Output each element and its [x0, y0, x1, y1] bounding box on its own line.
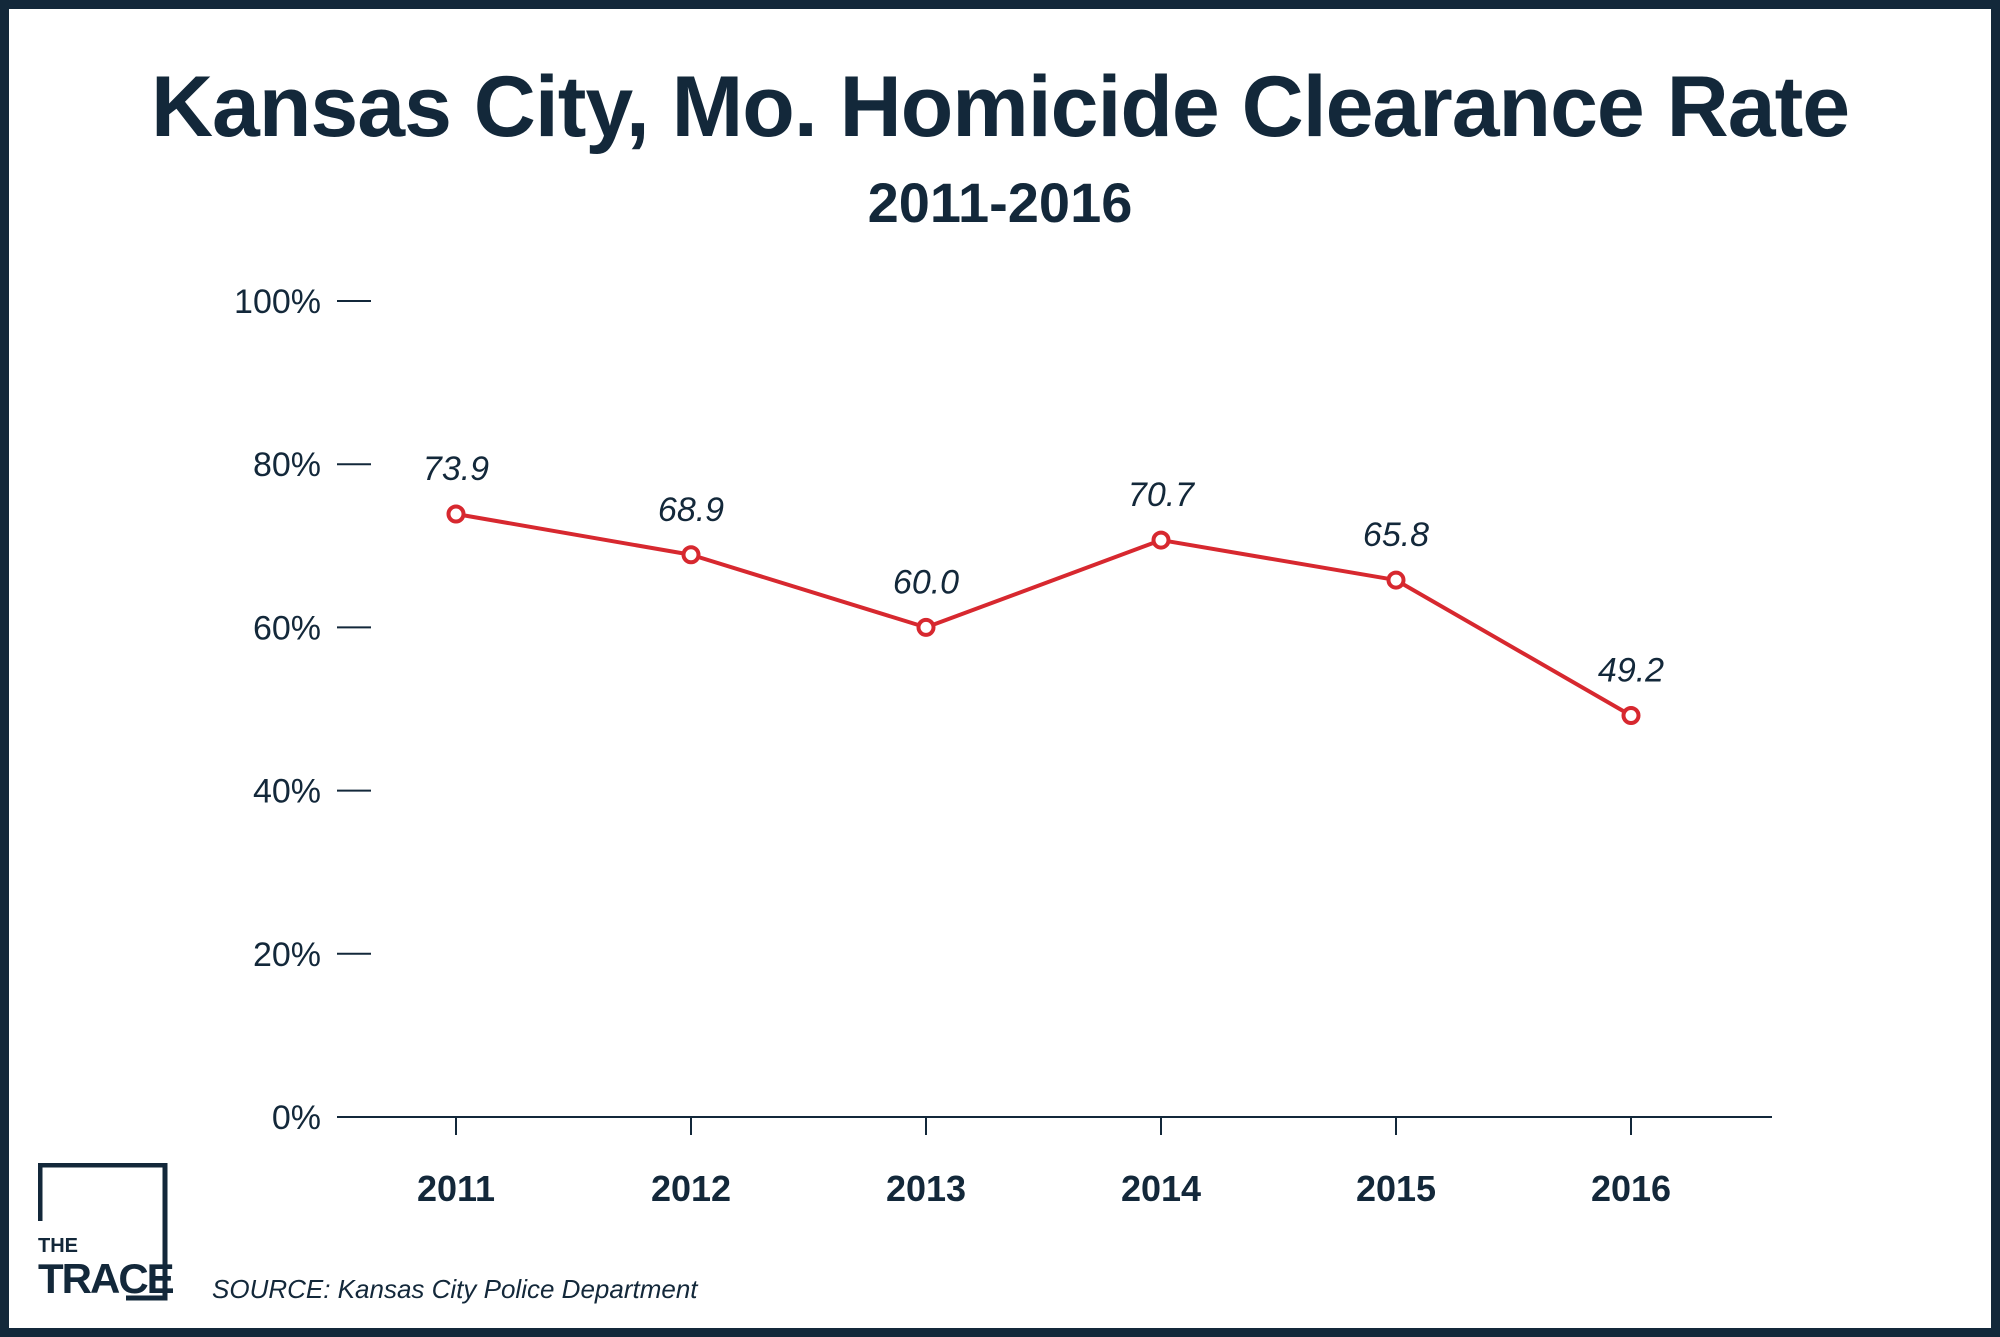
data-label: 73.9	[423, 450, 489, 488]
y-tick-label: 20%	[253, 936, 321, 974]
chart-subtitle: 2011-2016	[867, 171, 1133, 234]
data-label: 70.7	[1128, 476, 1195, 514]
x-tick-label: 2012	[651, 1168, 731, 1209]
y-tick-label: 100%	[234, 283, 321, 321]
data-point	[1151, 530, 1171, 550]
x-tick-label: 2015	[1356, 1168, 1436, 1209]
data-point	[681, 545, 701, 565]
x-tick-label: 2013	[886, 1168, 966, 1209]
y-tick-label: 40%	[253, 773, 321, 811]
x-tick-label: 2011	[417, 1168, 495, 1209]
y-tick-label: 80%	[253, 446, 321, 484]
x-tick-label: 2016	[1591, 1168, 1671, 1209]
data-point	[446, 504, 466, 524]
y-tick-label: 0%	[272, 1099, 321, 1137]
data-label: 49.2	[1598, 652, 1664, 690]
logo-text-trace: TRACE	[38, 1255, 175, 1302]
data-label: 60.0	[893, 563, 959, 601]
logo-text-the: THE	[38, 1235, 78, 1257]
data-point	[1621, 706, 1641, 726]
data-label: 65.8	[1363, 516, 1429, 554]
series-line	[455, 512, 1632, 718]
data-point	[916, 617, 936, 637]
chart-title: Kansas City, Mo. Homicide Clearance Rate	[150, 59, 1850, 155]
y-tick-label: 60%	[253, 609, 321, 647]
x-tick-label: 2014	[1121, 1168, 1201, 1209]
data-point	[1386, 570, 1406, 590]
source-note: SOURCE: Kansas City Police Department	[212, 1274, 698, 1304]
data-label: 68.9	[658, 491, 724, 529]
the-trace-logo: THE TRACE	[38, 1163, 175, 1301]
